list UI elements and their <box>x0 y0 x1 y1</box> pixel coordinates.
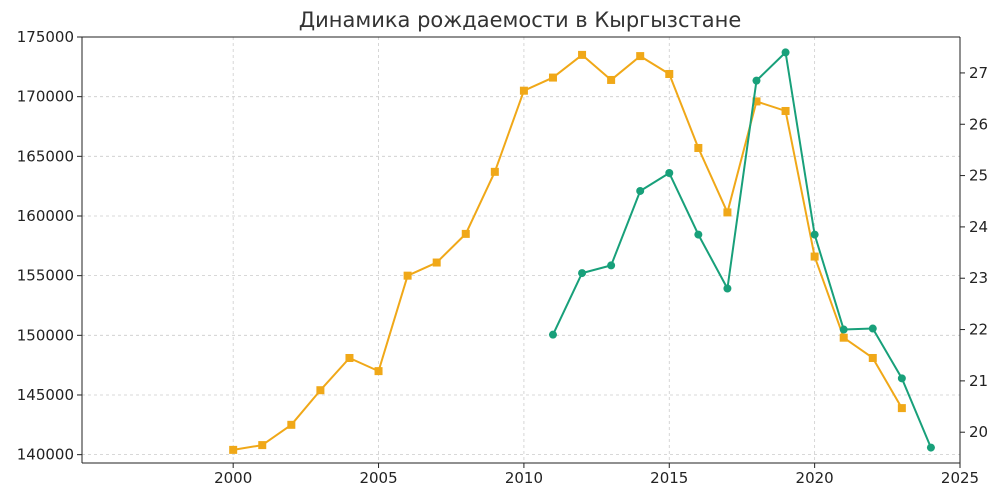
data-point <box>490 167 499 176</box>
data-point <box>868 324 877 333</box>
data-point <box>897 374 906 383</box>
y-tick-label: 150000 <box>17 326 74 344</box>
y2-tick-label: 20 <box>969 423 988 441</box>
y2-tick-label: 23 <box>969 269 988 287</box>
x-tick-label: 2005 <box>359 469 397 487</box>
data-point <box>229 445 238 454</box>
series-line <box>552 51 932 448</box>
y2-tick-label: 27 <box>969 64 988 82</box>
y-tick-label: 160000 <box>17 207 74 225</box>
axes-layer: 2000 2005 2010 2015 2020 20251400001450001500… <box>17 28 988 487</box>
data-point <box>519 86 528 95</box>
data-point <box>636 186 645 195</box>
y2-tick-label: 24 <box>969 218 988 236</box>
y2-tick-label: 22 <box>969 321 988 339</box>
data-point <box>374 367 383 376</box>
data-point <box>926 443 935 452</box>
data-point <box>432 258 441 267</box>
y2-tick-label: 25 <box>969 167 988 185</box>
data-point <box>636 52 645 61</box>
data-point <box>345 353 354 362</box>
data-point <box>694 230 703 239</box>
chart-title: Динамика рождаемости в Кыргызстане <box>299 8 742 32</box>
data-point <box>665 169 674 178</box>
data-point <box>868 353 877 362</box>
x-tick-label: 2025 <box>941 469 979 487</box>
x-tick-label: 2010 <box>505 469 543 487</box>
data-point <box>723 284 732 293</box>
y-tick-label: 145000 <box>17 386 74 404</box>
data-point <box>839 333 848 342</box>
data-point <box>781 106 790 115</box>
data-point <box>607 261 616 270</box>
data-point <box>578 269 587 278</box>
data-point <box>839 325 848 334</box>
y-tick-label: 175000 <box>17 28 74 46</box>
y-tick-label: 155000 <box>17 267 74 285</box>
x-tick-label: 2020 <box>796 469 834 487</box>
data-point <box>548 330 557 339</box>
series-layer <box>229 48 935 454</box>
data-point <box>723 208 732 217</box>
data-point <box>607 75 616 84</box>
series-line <box>233 53 903 451</box>
y-tick-label: 165000 <box>17 147 74 165</box>
data-point <box>897 404 906 413</box>
data-point <box>752 76 761 85</box>
data-point <box>810 252 819 261</box>
series-2 <box>548 48 935 452</box>
data-point <box>752 97 761 106</box>
y2-tick-label: 21 <box>969 372 988 390</box>
data-point <box>665 69 674 78</box>
data-point <box>287 420 296 429</box>
y2-tick-label: 26 <box>969 115 988 133</box>
x-tick-label: 2015 <box>650 469 688 487</box>
y-tick-label: 140000 <box>17 446 74 464</box>
data-point <box>578 50 587 59</box>
data-point <box>548 73 557 82</box>
data-point <box>316 386 325 395</box>
data-point <box>781 48 790 57</box>
data-point <box>403 271 412 280</box>
data-point <box>258 441 267 450</box>
data-point <box>694 143 703 152</box>
x-tick-label: 2000 <box>214 469 252 487</box>
series-1 <box>229 50 906 454</box>
data-point <box>810 230 819 239</box>
data-point <box>461 229 470 238</box>
y-tick-label: 170000 <box>17 88 74 106</box>
